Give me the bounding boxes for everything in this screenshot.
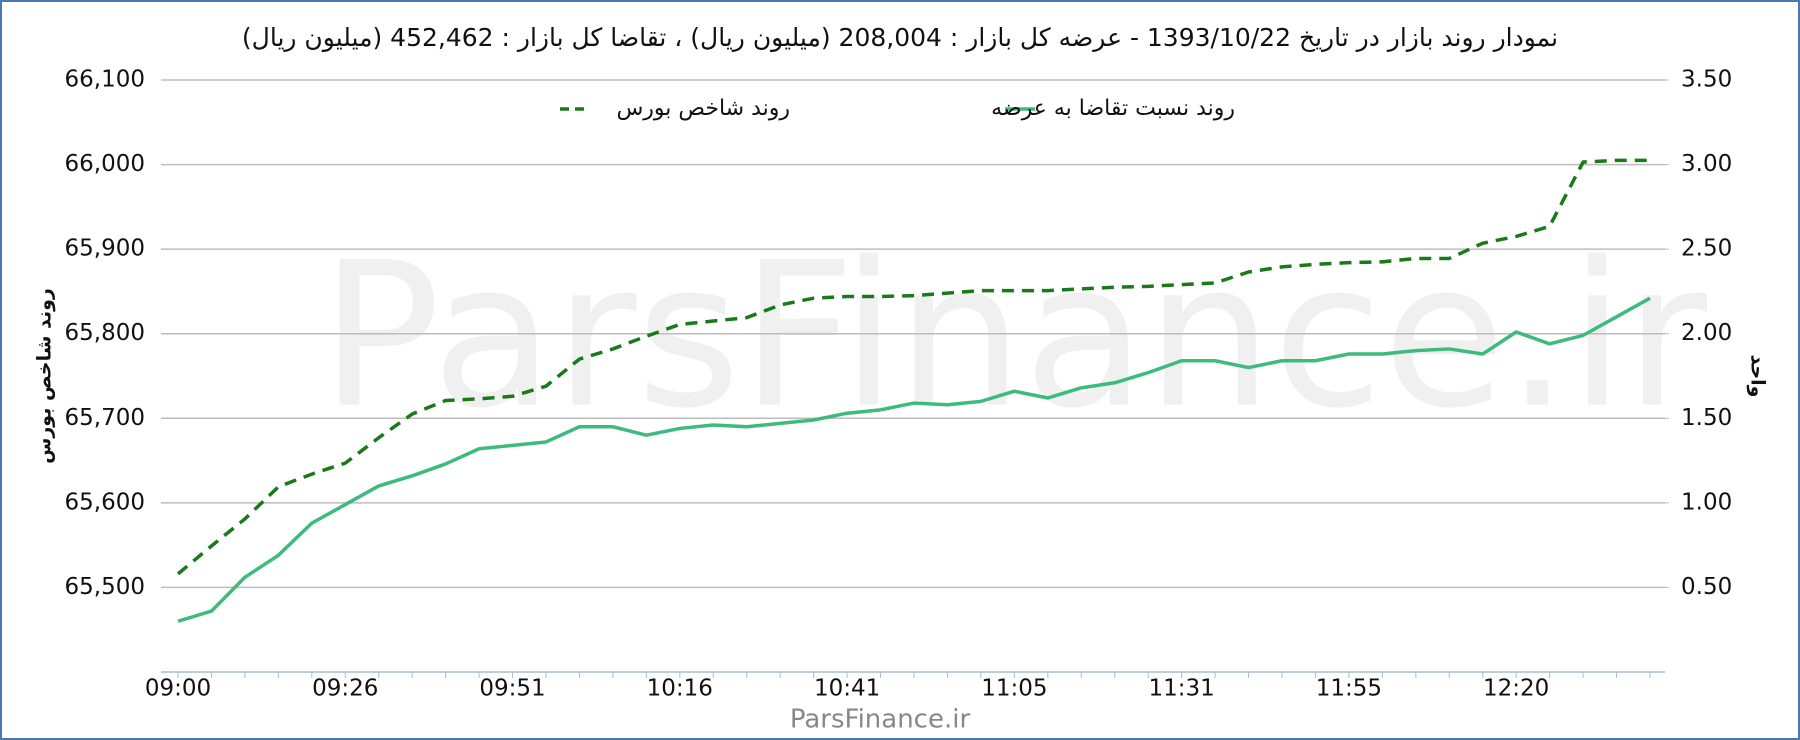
watermark-background: ParsFinance.ir <box>320 220 1708 453</box>
y2-tick-label: 3.50 <box>1681 67 1732 93</box>
x-tick-label: 09:26 <box>312 676 378 702</box>
series-line <box>176 158 1650 576</box>
x-tick-label: 11:55 <box>1316 676 1382 702</box>
y-tick-label: 66,100 <box>65 67 145 93</box>
legend-label: روند نسبت تقاضا به عرضه <box>991 96 1235 121</box>
x-tick-label: 09:51 <box>479 676 545 702</box>
y2-axis-label: واحد <box>1747 355 1769 398</box>
y2-tick-label: 1.50 <box>1681 405 1732 431</box>
chart-title: نمودار روند بازار در تاریخ 1393/10/22 - … <box>242 23 1558 53</box>
watermark: ParsFinance.ir <box>790 705 971 735</box>
x-tick-label: 10:41 <box>814 676 880 702</box>
y-tick-label: 65,500 <box>65 574 145 600</box>
series-line <box>177 296 1651 623</box>
y-tick-label: 65,900 <box>65 236 145 262</box>
x-tick-label: 12:20 <box>1483 676 1549 702</box>
y2-tick-label: 0.50 <box>1681 574 1732 600</box>
x-tick-label: 10:16 <box>647 676 713 702</box>
y-tick-label: 66,000 <box>65 151 145 177</box>
y2-tick-label: 1.00 <box>1681 489 1732 515</box>
x-tick-label: 11:31 <box>1148 676 1214 702</box>
y-tick-label: 65,700 <box>65 405 145 431</box>
y2-tick-label: 2.50 <box>1681 236 1732 262</box>
y-axis-label: روند شاخص بورس <box>34 288 56 464</box>
legend-label: روند شاخص بورس <box>616 96 790 121</box>
x-tick-label: 09:00 <box>145 676 211 702</box>
x-tick-label: 11:05 <box>981 676 1047 702</box>
y-tick-label: 65,600 <box>65 489 145 515</box>
y2-tick-label: 2.00 <box>1681 320 1732 346</box>
y-tick-label: 65,800 <box>65 320 145 346</box>
y2-tick-label: 3.00 <box>1681 151 1732 177</box>
